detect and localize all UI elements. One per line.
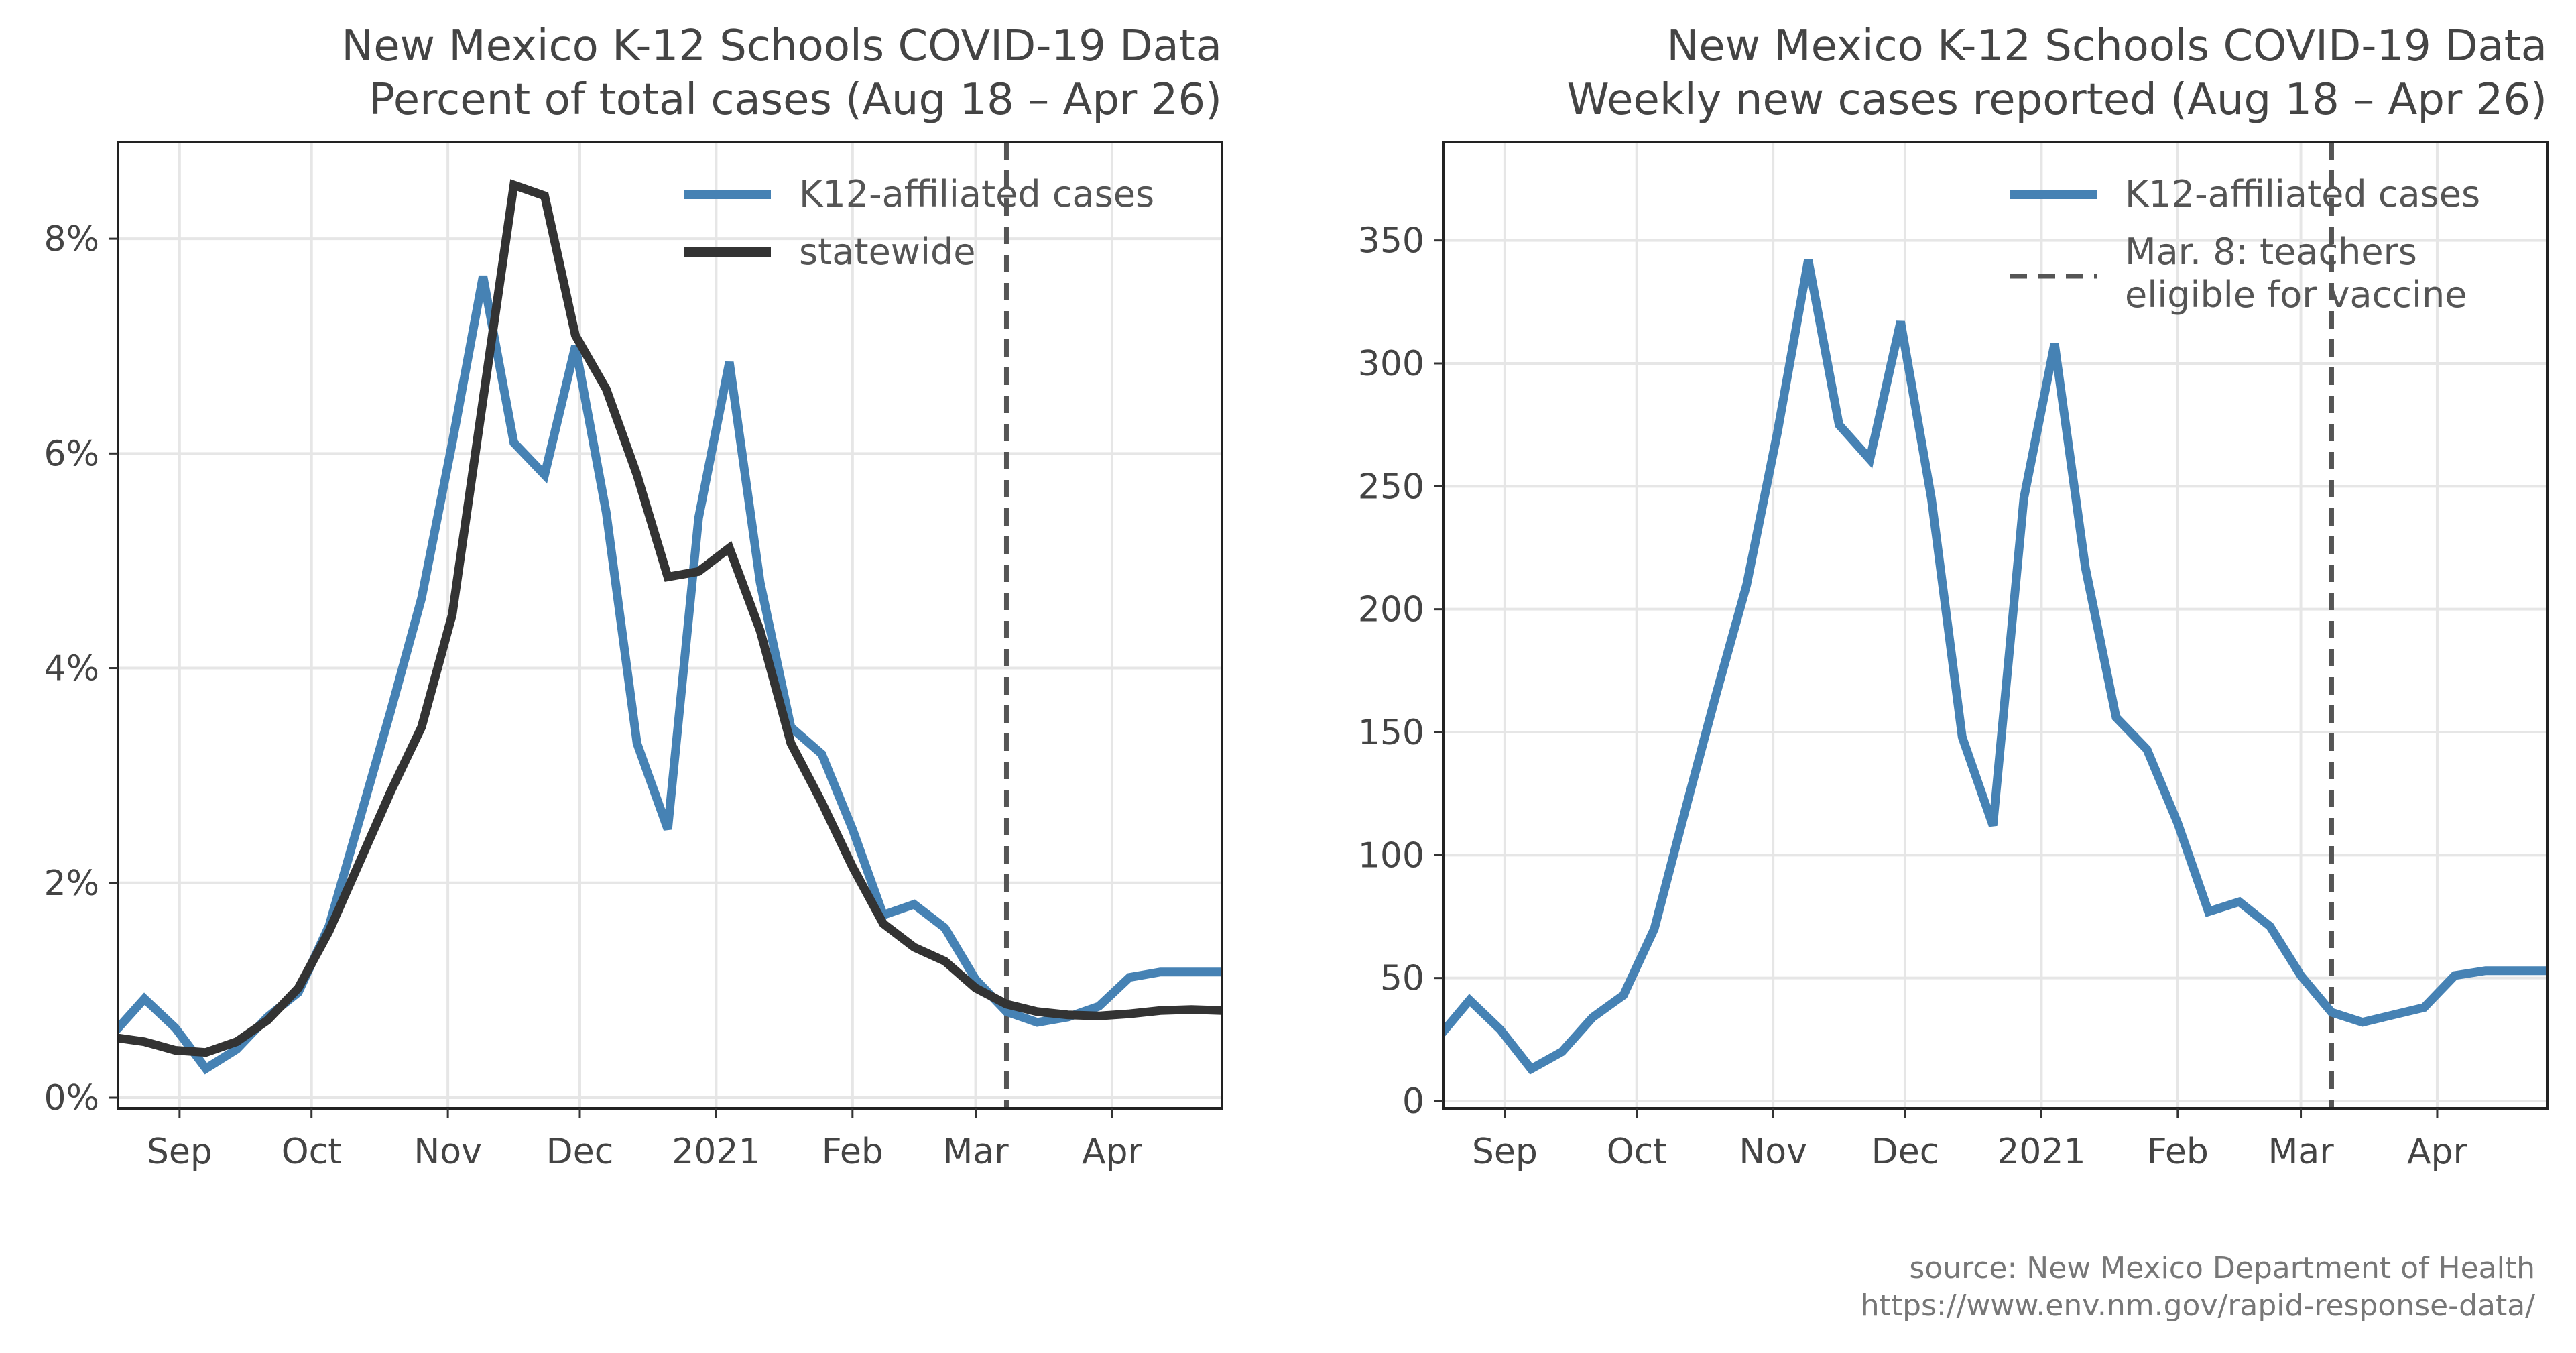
chart-subtitle: Weekly new cases reported (Aug 18 – Apr … (1567, 75, 2547, 125)
x-tick-label: Dec (1872, 1132, 1939, 1172)
x-tick-label: Nov (414, 1132, 482, 1172)
x-tick-label: Feb (822, 1132, 883, 1172)
legend-label-vline-line2: eligible for vaccine (2125, 274, 2467, 316)
x-axis: Sep Oct Nov Dec 2021 Feb Mar Apr (147, 1108, 1143, 1172)
legend-label-k12: K12-affiliated cases (799, 173, 1154, 215)
percent-cases-chart: New Mexico K-12 Schools COVID-19 Data Pe… (44, 21, 1223, 1172)
y-axis: 0% 2% 4% 6% 8% (44, 219, 118, 1118)
y-tick-label: 350 (1358, 221, 1424, 261)
legend-label-k12: K12-affiliated cases (2125, 173, 2480, 215)
y-tick-label: 8% (44, 219, 100, 259)
y-tick-label: 250 (1358, 467, 1424, 507)
statewide-line (118, 179, 1222, 1057)
x-tick-label: Sep (1472, 1132, 1538, 1172)
x-tick-label: Apr (1082, 1132, 1143, 1172)
source-url: https://www.env.nm.gov/rapid-response-da… (1861, 1289, 2535, 1323)
k12-affiliated-cases-line (1443, 259, 2547, 1075)
y-tick-label: 150 (1358, 713, 1424, 753)
series-lines (1443, 259, 2547, 1075)
x-tick-label: Dec (546, 1132, 614, 1172)
plot-frame (1442, 141, 2549, 1110)
x-tick-label: Oct (282, 1132, 342, 1172)
gridlines (1443, 142, 2547, 1108)
legend: K12-affiliated cases Mar. 8: teachers el… (2010, 173, 2480, 316)
y-tick-label: 0 (1402, 1081, 1424, 1122)
x-tick-label: 2021 (672, 1132, 760, 1172)
chart-title: New Mexico K-12 Schools COVID-19 Data (1666, 21, 2547, 71)
x-tick-label: Oct (1607, 1132, 1667, 1172)
y-tick-label: 200 (1358, 590, 1424, 630)
x-tick-label: Sep (147, 1132, 212, 1172)
legend-label-vline-line1: Mar. 8: teachers (2125, 231, 2417, 273)
x-axis: Sep Oct Nov Dec 2021 Feb Mar Apr (1472, 1108, 2468, 1172)
chart-subtitle: Percent of total cases (Aug 18 – Apr 26) (369, 75, 1222, 125)
x-tick-label: Apr (2407, 1132, 2468, 1172)
legend: K12-affiliated cases statewide (684, 173, 1154, 273)
x-tick-label: Mar (2268, 1132, 2334, 1172)
k12-affiliated-cases-line (118, 275, 1222, 1075)
plot-frame (117, 141, 1223, 1110)
legend-label-statewide: statewide (799, 231, 975, 273)
y-axis: 0 50 100 150 200 250 300 350 (1358, 221, 1443, 1122)
y-tick-label: 6% (44, 434, 100, 474)
series-lines (118, 179, 1222, 1075)
weekly-cases-chart: New Mexico K-12 Schools COVID-19 Data We… (1358, 21, 2549, 1172)
y-tick-label: 4% (44, 649, 100, 689)
x-tick-label: Mar (942, 1132, 1009, 1172)
y-tick-label: 0% (44, 1078, 100, 1118)
chart-title: New Mexico K-12 Schools COVID-19 Data (341, 21, 1222, 71)
y-tick-label: 300 (1358, 344, 1424, 384)
y-tick-label: 50 (1380, 959, 1424, 999)
gridlines (118, 142, 1222, 1108)
source-note: source: New Mexico Department of Health (1909, 1251, 2535, 1285)
y-tick-label: 2% (44, 864, 100, 904)
x-tick-label: Nov (1739, 1132, 1807, 1172)
x-tick-label: 2021 (1997, 1132, 2085, 1172)
y-tick-label: 100 (1358, 835, 1424, 876)
x-tick-label: Feb (2147, 1132, 2209, 1172)
